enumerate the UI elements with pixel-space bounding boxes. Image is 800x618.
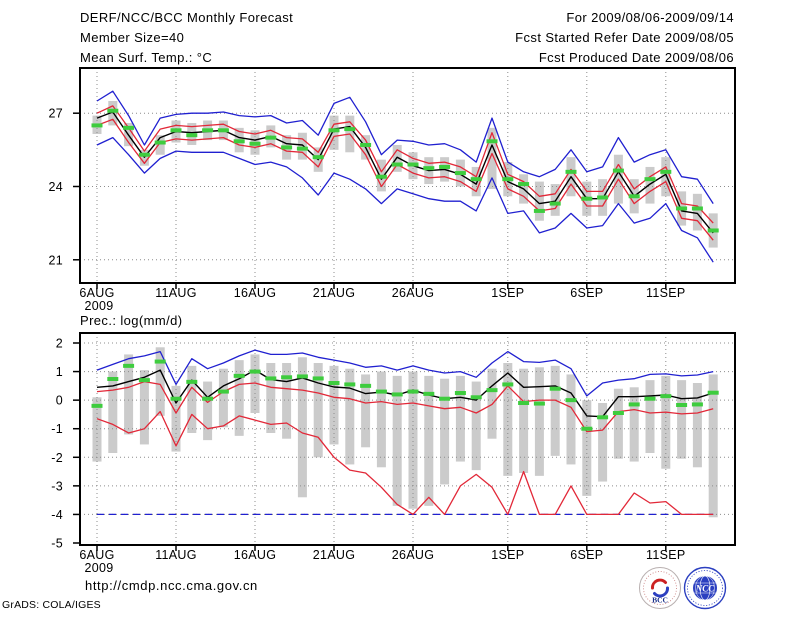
produced-date-label: Fcst Produced Date 2009/08/06 xyxy=(538,50,734,65)
axis-tick-label: 11AUG xyxy=(155,286,197,300)
axis-tick-label: -2 xyxy=(51,451,63,465)
axis-tick-label: 27 xyxy=(48,107,63,121)
axis-tick-label: 2 xyxy=(56,337,63,351)
axis-tick-label: -3 xyxy=(51,479,63,493)
member-spread-bars xyxy=(92,100,718,248)
axis-tick-label: 21AUG xyxy=(313,286,356,300)
bcc-logo: BCC xyxy=(639,567,681,609)
axis-tick-label: 24 xyxy=(48,180,63,194)
axis-tick-label: 26AUG xyxy=(392,286,435,300)
refer-date-label: Fcst Started Refer Date 2009/08/05 xyxy=(515,30,734,45)
source-url: http://cmdp.ncc.cma.gov.cn xyxy=(85,578,258,593)
grid-lines xyxy=(80,68,735,283)
observation-markers xyxy=(91,359,719,431)
axis-tick-label: 6AUG xyxy=(79,286,114,300)
grads-credit: GrADS: COLA/IGES xyxy=(2,599,101,611)
axis-tick-label: 21AUG xyxy=(313,548,356,562)
axis-tick-label: 6SEP xyxy=(570,286,603,300)
line-upper-red xyxy=(96,380,714,433)
axis-tick-label: 16AUG xyxy=(234,548,277,562)
axis-tick-label: -1 xyxy=(51,422,63,436)
axis-tick-label: 2009 xyxy=(84,561,113,575)
valid-range-label: For 2009/08/06-2009/09/14 xyxy=(566,10,734,25)
plot-frame xyxy=(79,67,736,284)
axis-tick-label: 11SEP xyxy=(646,286,686,300)
ncc-logo-text: NCC xyxy=(695,584,716,594)
line-ensemble-mean-black xyxy=(96,369,714,418)
line-ensemble-max-blue xyxy=(96,349,714,397)
axis-tick-label: 16AUG xyxy=(234,286,277,300)
precip-panel-label: Prec.: log(mm/d) xyxy=(80,313,183,328)
axis-tick-label: 11SEP xyxy=(646,548,686,562)
axis-tick-label: 0 xyxy=(56,394,63,408)
line-upper-red xyxy=(96,105,714,224)
axis-tick-label: -5 xyxy=(51,537,63,551)
ncc-logo: NCC xyxy=(683,566,727,610)
axis-tick-label: 1SEP xyxy=(491,548,524,562)
line-ensemble-min-blue xyxy=(96,136,714,263)
axis-tick-label: 1SEP xyxy=(491,286,524,300)
temp-panel-label: Mean Surf. Temp.: °C xyxy=(80,50,213,65)
axis-tick-label: 6AUG xyxy=(79,548,114,562)
axis-tick-label: 11AUG xyxy=(155,548,197,562)
observation-markers xyxy=(91,108,719,233)
axis-tick-label: 1 xyxy=(56,365,63,379)
grid-lines xyxy=(80,333,735,545)
page-title: DERF/NCC/BCC Monthly Forecast xyxy=(80,10,294,25)
axis-tick-label: 2009 xyxy=(84,299,113,313)
axis-tick-label: 21 xyxy=(48,253,63,267)
bcc-swirl-blue xyxy=(653,586,669,598)
axis-tick-label: 26AUG xyxy=(392,548,435,562)
agency-logos: BCC NCC xyxy=(639,566,727,610)
line-ensemble-mean-black xyxy=(96,111,714,234)
line-lower-red xyxy=(96,118,714,241)
bcc-logo-text: BCC xyxy=(652,596,668,605)
member-spread-bars xyxy=(92,347,718,518)
member-size-label: Member Size=40 xyxy=(80,30,185,45)
plot-frame xyxy=(79,332,736,546)
axis-tick-label: 6SEP xyxy=(570,548,603,562)
line-lower-red xyxy=(96,410,714,516)
line-ensemble-max-blue xyxy=(96,90,714,204)
bcc-swirl-red xyxy=(651,578,667,590)
axis-tick-label: -4 xyxy=(51,508,63,522)
